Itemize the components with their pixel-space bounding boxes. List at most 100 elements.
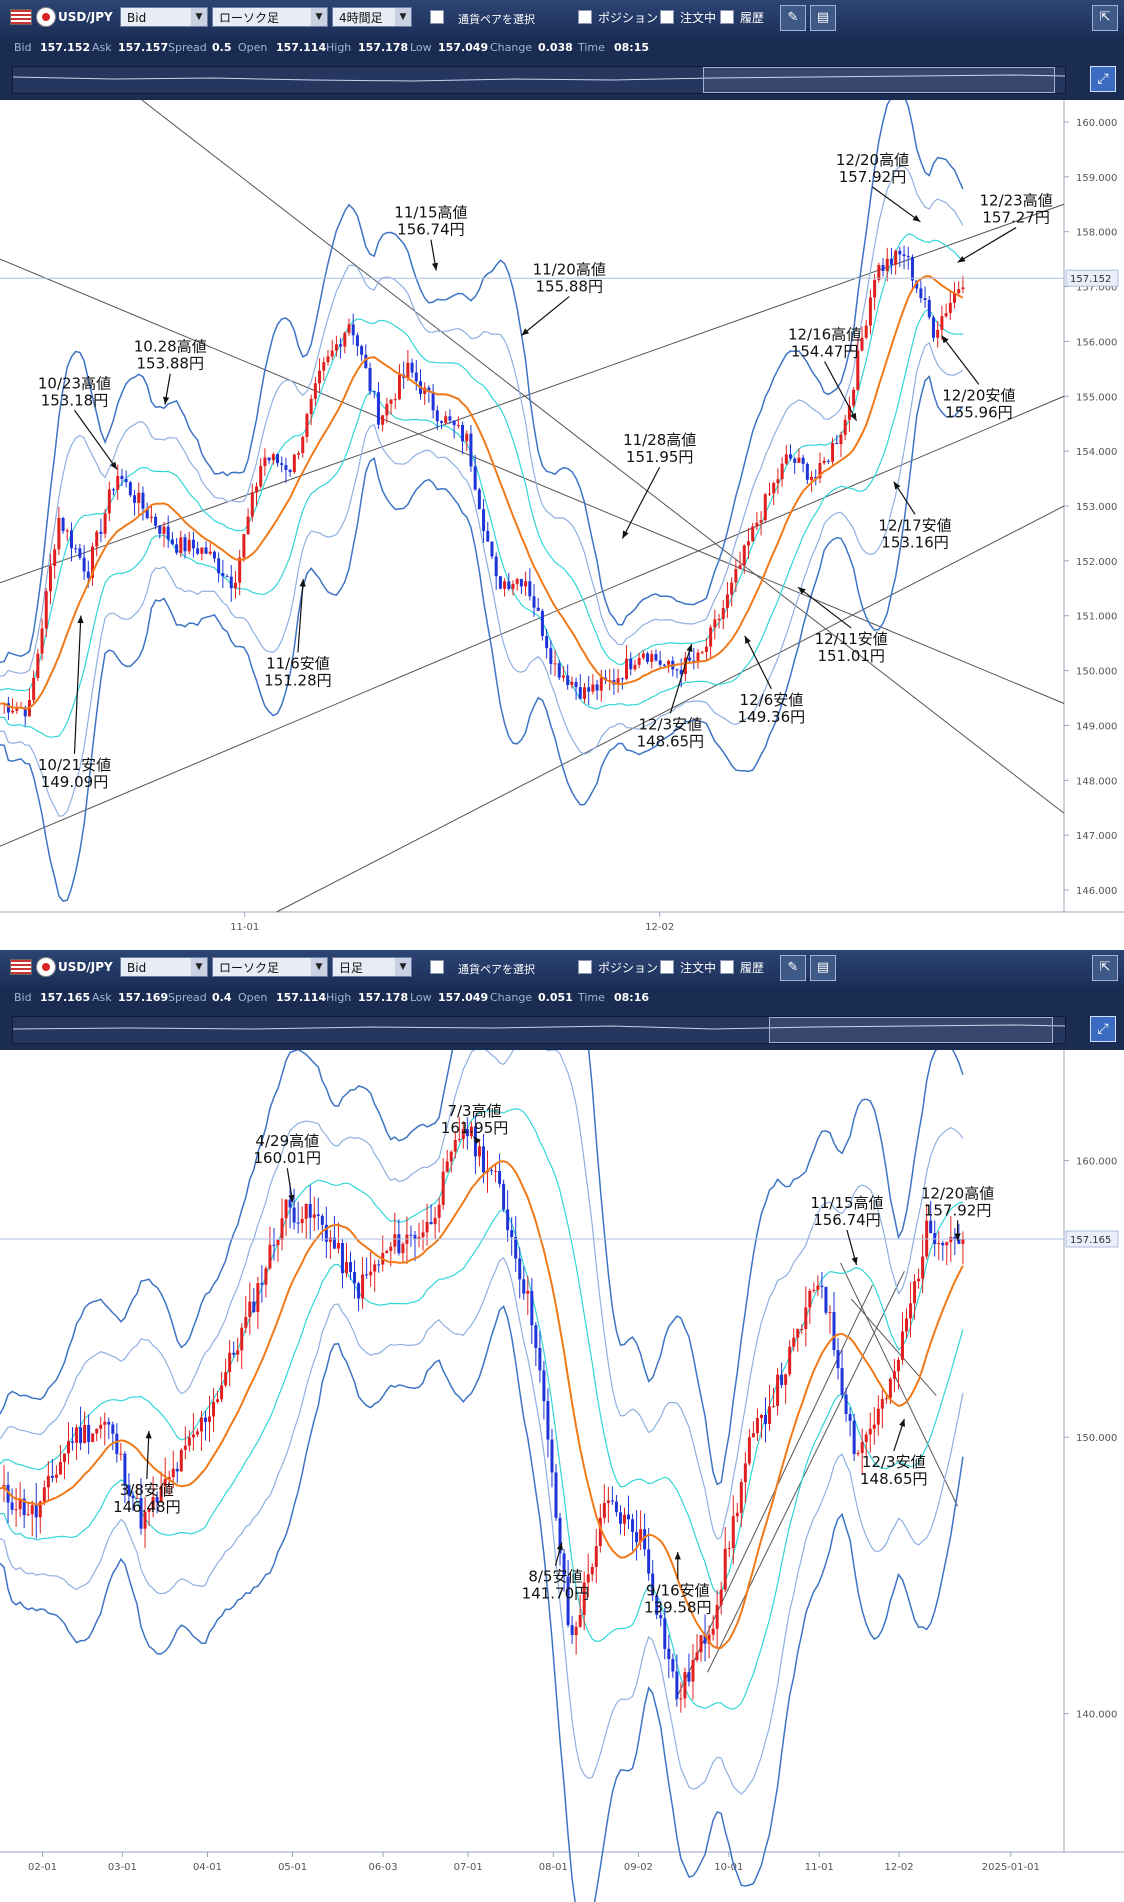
band-outer-dn <box>0 1305 964 1902</box>
candle-body <box>902 254 906 256</box>
candle-body <box>695 1652 699 1661</box>
candle-body <box>868 1428 872 1435</box>
candle-body <box>127 1484 131 1496</box>
band-inner-dn <box>0 308 963 738</box>
timeframe-select[interactable]: 4時間足 ▼ <box>332 7 412 27</box>
candle-body <box>948 302 952 314</box>
navigator-thumb[interactable] <box>703 67 1055 93</box>
candle-body <box>87 1425 91 1442</box>
expand-icon[interactable]: ⤢ <box>1090 1016 1116 1042</box>
select-pair-checkbox[interactable] <box>430 960 444 974</box>
chart-type-select[interactable]: ローソク足 ▼ <box>212 7 328 27</box>
candle-body <box>124 478 128 483</box>
candle-body <box>713 619 717 628</box>
expand-icon[interactable]: ⤢ <box>1090 66 1116 92</box>
candle-body <box>662 664 666 666</box>
candle-body <box>240 1327 244 1351</box>
candle-body <box>453 1140 457 1152</box>
history-checkbox[interactable] <box>720 10 734 24</box>
candle-body <box>637 657 641 665</box>
annotation-price: 148.65円 <box>637 732 705 750</box>
candle-body <box>224 1372 228 1386</box>
position-checkbox[interactable] <box>578 10 592 24</box>
candle-body <box>413 1235 417 1240</box>
candle-body <box>578 687 582 699</box>
orders-checkbox[interactable] <box>660 10 674 24</box>
moving-average-line <box>0 274 964 710</box>
candle-body <box>305 414 309 437</box>
candle-body <box>421 1232 425 1238</box>
position-checkbox[interactable] <box>578 960 592 974</box>
chart-settings-button[interactable]: ✎ <box>780 955 806 981</box>
candle-body <box>836 1350 840 1369</box>
candle-body <box>792 1337 796 1347</box>
candle-body <box>587 687 591 692</box>
candle-body <box>99 1424 103 1429</box>
candle-body <box>864 1434 868 1443</box>
candle-body <box>586 1574 590 1583</box>
candle-body <box>284 1199 288 1219</box>
candle-body <box>208 1416 212 1422</box>
candle-body <box>410 362 414 373</box>
candle-body <box>301 436 305 454</box>
candle-body <box>166 526 170 540</box>
chart-type-select[interactable]: ローソク足 ▼ <box>212 957 328 977</box>
trendline <box>276 505 1065 913</box>
candle-body <box>751 1433 755 1438</box>
chart-layout-button[interactable]: ▤ <box>810 955 836 981</box>
candle-body <box>643 1529 647 1550</box>
orders-checkbox[interactable] <box>660 960 674 974</box>
candle-body <box>906 255 910 258</box>
history-checkbox[interactable] <box>720 960 734 974</box>
change-value: 0.051 <box>538 991 573 1004</box>
candle-body <box>187 539 191 552</box>
candle-body <box>704 646 708 652</box>
current-price-label: 157.165 <box>1070 1235 1111 1246</box>
jp-flag-icon <box>36 957 56 977</box>
timeframe-select[interactable]: 日足 ▼ <box>332 957 412 977</box>
candle-body <box>191 1434 195 1438</box>
price-type-select[interactable]: Bid ▼ <box>120 7 208 27</box>
candle-body <box>228 1352 232 1373</box>
annotation-price: 161.95円 <box>441 1119 509 1137</box>
candle-body <box>75 1427 79 1443</box>
candle-body <box>860 1442 864 1453</box>
candle-body <box>175 1468 179 1472</box>
chart-layout-button[interactable]: ▤ <box>810 5 836 31</box>
annotation-label: 12/17安値 <box>878 516 951 534</box>
collapse-button[interactable]: ⇱ <box>1092 5 1118 31</box>
candle-body <box>784 454 788 464</box>
candle-body <box>818 463 822 479</box>
price-type-select[interactable]: Bid ▼ <box>120 957 208 977</box>
annotation-price: 156.74円 <box>397 221 465 239</box>
timeframe-value: 日足 <box>339 961 364 975</box>
candle-body <box>618 1512 622 1524</box>
trendline <box>675 1284 873 1701</box>
candle-body <box>944 313 948 317</box>
candle-body <box>562 1553 566 1577</box>
x-tick-label: 08-01 <box>539 1862 568 1873</box>
candle-body <box>369 1271 373 1276</box>
navigator-thumb[interactable] <box>769 1017 1053 1043</box>
candle-body <box>894 250 898 265</box>
candle-body <box>608 680 612 682</box>
chart-settings-button[interactable]: ✎ <box>780 5 806 31</box>
navigator-scrollbar[interactable] <box>12 1016 1066 1044</box>
chart-panel-4h: USD/JPY Bid ▼ ローソク足 ▼ 4時間足 ▼ 通貨ペアを選択 ポジシ… <box>0 0 1124 933</box>
navigator-bar: ⤢ <box>0 1008 1124 1050</box>
candle-body <box>54 1474 58 1478</box>
select-pair-checkbox[interactable] <box>430 10 444 24</box>
annotation-arrow <box>797 586 852 629</box>
candle-body <box>633 664 637 670</box>
candle-body <box>598 1517 602 1547</box>
navigator-scrollbar[interactable] <box>12 66 1066 94</box>
x-tick-label: 02-01 <box>28 1862 57 1873</box>
collapse-button[interactable]: ⇱ <box>1092 955 1118 981</box>
candle-body <box>919 288 923 299</box>
candle-body <box>246 516 250 535</box>
annotation-label: 11/15高値 <box>394 204 467 222</box>
candle-body <box>71 1441 75 1443</box>
arrow-head <box>686 644 693 652</box>
spread-label: Spread <box>168 41 207 54</box>
candle-body <box>639 1529 643 1543</box>
